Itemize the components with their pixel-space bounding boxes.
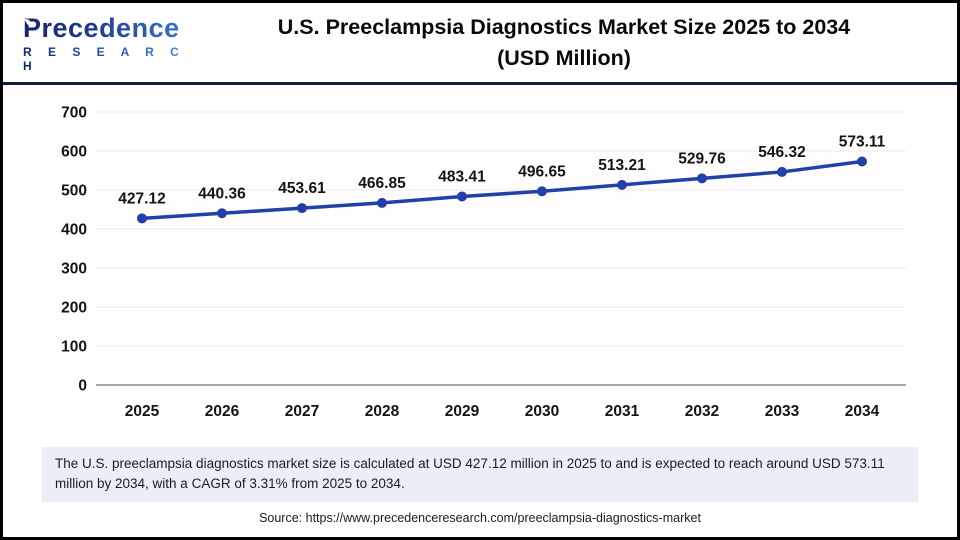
data-point-marker [457, 191, 467, 202]
logo-brand-text: Precedence [23, 13, 199, 44]
footnote-box: The U.S. preeclampsia diagnostics market… [42, 447, 918, 502]
data-point-label: 483.41 [438, 168, 486, 185]
data-point-marker [857, 156, 867, 167]
data-point-marker [777, 166, 787, 177]
x-axis-tick-label: 2034 [845, 403, 880, 420]
data-point-marker [537, 186, 547, 197]
x-axis-tick-label: 2031 [605, 403, 640, 420]
source-line: Source: https://www.precedenceresearch.c… [3, 511, 957, 525]
data-point-marker [697, 173, 707, 184]
x-axis-tick-label: 2026 [205, 403, 240, 420]
header-divider [3, 82, 957, 85]
header: Precedence R E S E A R C H U.S. Preeclam… [3, 3, 957, 82]
x-axis-tick-label: 2030 [525, 403, 559, 420]
x-axis-tick-label: 2032 [685, 403, 719, 420]
x-axis-tick-label: 2029 [445, 403, 480, 420]
precedence-research-logo: Precedence R E S E A R C H [19, 13, 199, 73]
y-axis-tick-label: 600 [61, 144, 87, 161]
data-point-label: 573.11 [839, 133, 886, 150]
x-axis-tick-label: 2033 [765, 403, 800, 420]
data-point-label: 546.32 [758, 144, 805, 161]
data-point-marker [137, 213, 147, 224]
data-point-label: 513.21 [598, 157, 646, 174]
y-axis-tick-label: 0 [78, 378, 87, 395]
data-point-label: 453.61 [278, 180, 326, 197]
data-point-label: 496.65 [518, 163, 566, 180]
source-text: Source: https://www.precedenceresearch.c… [259, 510, 701, 525]
logo-sub-text: R E S E A R C H [23, 45, 199, 73]
y-axis-tick-label: 700 [61, 105, 87, 122]
data-point-marker [297, 203, 307, 214]
data-point-label: 440.36 [198, 185, 246, 202]
x-axis-tick-label: 2027 [285, 403, 319, 420]
data-point-marker [617, 179, 627, 190]
data-point-label: 529.76 [678, 150, 726, 167]
market-size-line-chart: 0 100 200 300 400 500 600 700 2025 2026 2027 2028 20… [61, 105, 906, 420]
y-axis-tick-label: 100 [61, 339, 87, 356]
y-axis-tick-label: 400 [61, 222, 87, 239]
data-point-marker [217, 208, 227, 219]
data-point-label: 427.12 [118, 190, 165, 207]
y-axis-tick-label: 200 [61, 300, 87, 317]
chart-title-line2: (USD Million) [497, 45, 631, 70]
chart-title-line1: U.S. Preeclampsia Diagnostics Market Siz… [277, 14, 851, 39]
y-axis-tick-label: 500 [61, 183, 87, 200]
series-line [140, 159, 864, 221]
footnote-text: The U.S. preeclampsia diagnostics market… [55, 456, 885, 492]
chart-title: U.S. Preeclampsia Diagnostics Market Siz… [199, 12, 947, 74]
chart-area: 0 100 200 300 400 500 600 700 2025 2026 2027 2028 20… [3, 85, 957, 439]
x-axis-tick-label: 2028 [365, 403, 400, 420]
data-point-label: 466.85 [358, 175, 406, 192]
data-point-marker [377, 197, 387, 208]
x-axis-tick-label: 2025 [125, 403, 160, 420]
y-axis-tick-label: 300 [61, 261, 87, 278]
